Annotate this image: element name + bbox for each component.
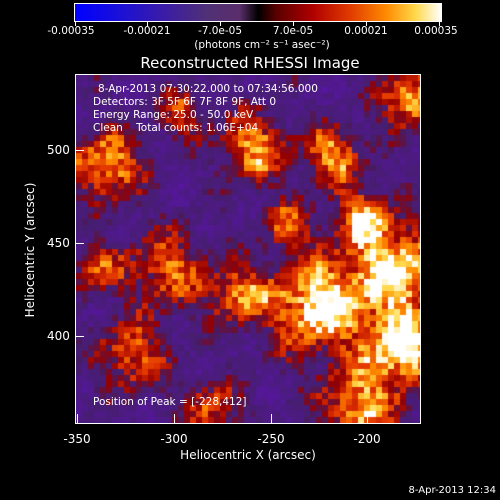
y-tick: [75, 336, 84, 337]
y-tick-label: 500: [47, 143, 70, 157]
y-tick-label: 450: [47, 236, 70, 250]
colorbar-tick: [147, 21, 148, 26]
colorbar-label: -0.00021: [123, 25, 171, 37]
y-tick-label: 400: [47, 329, 70, 343]
colorbar-units: (photons cm⁻² s⁻¹ asec⁻²): [194, 39, 330, 51]
x-tick: [271, 414, 272, 423]
x-tick: [367, 414, 368, 423]
y-tick: [75, 243, 84, 244]
image-plot: [75, 74, 421, 424]
peak-position-text: Position of Peak = [-228,412]: [93, 396, 247, 408]
colorbar-label: -0.00035: [47, 25, 95, 37]
x-tick-label: -350: [63, 432, 91, 446]
x-tick-label: -200: [353, 432, 381, 446]
rhessi-image: [76, 75, 420, 423]
x-tick-label: -250: [257, 432, 285, 446]
colorbar-label: -7.0e-05: [197, 25, 243, 37]
colorbar-tick: [439, 21, 440, 26]
x-tick-label: -300: [160, 432, 188, 446]
y-tick: [75, 150, 84, 151]
x-axis-label: Heliocentric X (arcsec): [180, 448, 316, 462]
y-axis-label: Heliocentric Y (arcsec): [23, 182, 37, 318]
colorbar-tick: [293, 21, 294, 26]
x-tick: [77, 414, 78, 423]
x-tick: [174, 414, 175, 423]
footer-date: 8-Apr-2013 12:34: [408, 485, 496, 496]
colorbar-tick: [366, 21, 367, 26]
colorbar: [74, 3, 442, 22]
time-range-text: 8-Apr-2013 07:30:22.000 to 07:34:56.000: [98, 83, 318, 95]
colorbar-label: 0.00021: [344, 25, 388, 37]
colorbar-label: 7.0e-05: [272, 25, 314, 37]
counts-text: Clean Total counts: 1.06E+04: [93, 122, 259, 134]
colorbar-label: 0.00035: [414, 25, 458, 37]
detectors-text: Detectors: 3F 5F 6F 7F 8F 9F, Att 0: [93, 96, 277, 108]
plot-title: Reconstructed RHESSI Image: [140, 54, 360, 72]
colorbar-tick: [75, 21, 76, 26]
colorbar-tick: [220, 21, 221, 26]
energy-range-text: Energy Range: 25.0 - 50.0 keV: [93, 109, 254, 121]
